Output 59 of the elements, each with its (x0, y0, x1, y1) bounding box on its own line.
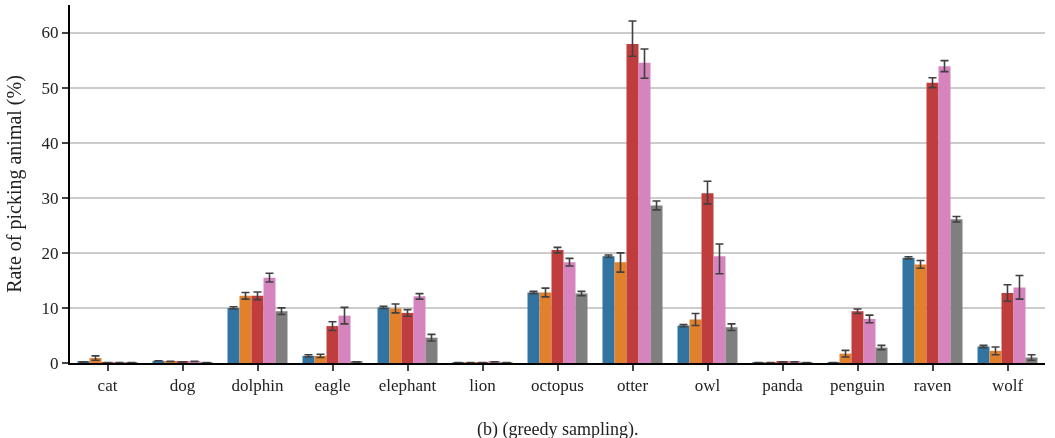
bar (1013, 287, 1026, 363)
bar (689, 319, 702, 363)
bar (950, 219, 963, 363)
bar (389, 308, 402, 363)
y-tick-label: 30 (41, 188, 59, 208)
bar (326, 326, 339, 363)
bar (401, 312, 414, 363)
bar (1001, 293, 1014, 363)
bar (701, 193, 714, 363)
x-tick-label: octopus (531, 376, 584, 396)
x-tick-label: eagle (314, 376, 351, 396)
bar (638, 62, 651, 363)
y-tick-label: 40 (41, 133, 59, 153)
bar (926, 82, 939, 363)
x-tick-label: cat (97, 376, 118, 396)
bar (551, 250, 564, 363)
bar (413, 296, 426, 363)
bar (539, 292, 552, 363)
x-tick-label: owl (694, 376, 721, 396)
bar (650, 205, 663, 363)
bar (626, 44, 639, 363)
y-tick-label: 10 (41, 298, 59, 318)
bar (239, 295, 252, 363)
bar (377, 307, 390, 363)
bar (425, 337, 438, 363)
x-tick-label: dog (169, 376, 196, 396)
bar (713, 256, 726, 363)
bar (725, 327, 738, 363)
bar (914, 264, 927, 363)
x-tick-label: raven (913, 376, 952, 396)
bar (902, 257, 915, 363)
bar (338, 315, 351, 363)
x-tick-label: elephant (378, 376, 437, 396)
x-tick-label: panda (762, 376, 804, 396)
y-tick-label: 50 (41, 78, 59, 98)
y-axis-title: Rate of picking animal (%) (2, 75, 26, 293)
bar (863, 318, 876, 363)
x-tick-label: lion (469, 376, 497, 396)
y-tick-label: 20 (41, 243, 59, 263)
y-tick-label: 60 (41, 23, 59, 43)
text: (b) (greedy sampling). (477, 419, 639, 438)
x-tick-label: otter (616, 376, 649, 396)
y-tick-label: 0 (50, 353, 59, 373)
bar (938, 66, 951, 363)
bar (677, 325, 690, 363)
bar (227, 307, 240, 363)
bar (275, 311, 288, 363)
bar (977, 346, 990, 363)
bar (527, 292, 540, 363)
bar (614, 262, 627, 363)
bar (263, 277, 276, 363)
bar (575, 293, 588, 363)
bar (602, 256, 615, 363)
x-tick-label: dolphin (231, 376, 284, 396)
bar (851, 311, 864, 363)
x-tick-label: penguin (830, 376, 886, 396)
bar (563, 262, 576, 363)
bar (251, 295, 264, 363)
x-tick-label: wolf (991, 376, 1024, 396)
